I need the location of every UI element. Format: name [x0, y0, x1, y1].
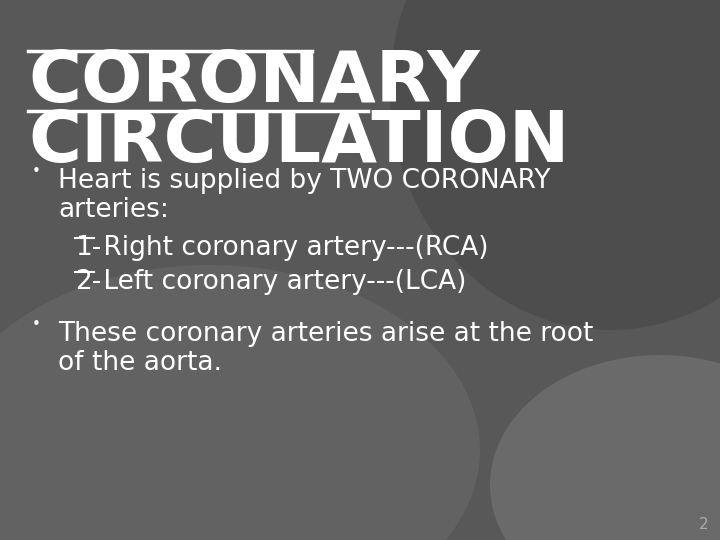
Text: 2-: 2- [75, 269, 102, 295]
Text: These coronary arteries arise at the root: These coronary arteries arise at the roo… [58, 321, 593, 347]
Ellipse shape [490, 355, 720, 540]
Text: Heart is supplied by TWO CORONARY: Heart is supplied by TWO CORONARY [58, 168, 551, 194]
Text: 1-: 1- [75, 235, 102, 261]
Text: •: • [32, 164, 41, 179]
Text: of the aorta.: of the aorta. [58, 350, 222, 376]
Text: 2: 2 [698, 517, 708, 532]
Text: arteries:: arteries: [58, 197, 169, 223]
Text: Left coronary artery---(LCA): Left coronary artery---(LCA) [95, 269, 467, 295]
Text: •: • [32, 317, 41, 332]
Text: CIRCULATION: CIRCULATION [28, 108, 570, 177]
Ellipse shape [390, 0, 720, 330]
Text: CORONARY: CORONARY [28, 48, 480, 117]
Ellipse shape [0, 265, 480, 540]
Text: Right coronary artery---(RCA): Right coronary artery---(RCA) [95, 235, 488, 261]
